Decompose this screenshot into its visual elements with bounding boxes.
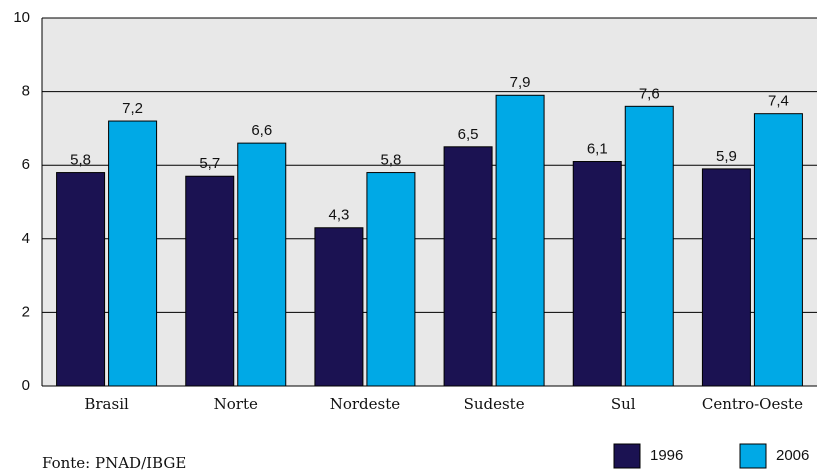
x-tick-label: Centro-Oeste — [702, 395, 803, 413]
plot-background — [42, 18, 817, 386]
data-label: 7,2 — [122, 100, 143, 117]
data-label: 5,9 — [716, 148, 737, 165]
x-tick-label: Brasil — [84, 395, 129, 413]
legend-label: 2006 — [776, 447, 809, 464]
bar — [495, 94, 545, 387]
y-tick-label: 6 — [22, 156, 30, 173]
bar — [443, 146, 493, 387]
y-tick-label: 4 — [22, 230, 30, 247]
bar — [108, 120, 158, 387]
data-label: 5,7 — [199, 155, 220, 172]
data-label: 6,5 — [458, 126, 479, 143]
bar — [366, 172, 416, 387]
data-label: 7,4 — [768, 93, 789, 110]
data-label: 7,9 — [510, 74, 531, 91]
x-tick-label: Sul — [611, 395, 636, 413]
bar — [237, 142, 287, 387]
legend-label: 1996 — [650, 447, 683, 464]
x-tick-label: Sudeste — [464, 395, 525, 413]
bar — [56, 172, 106, 387]
legend-swatch — [613, 443, 641, 469]
data-label: 4,3 — [328, 207, 349, 224]
data-label: 5,8 — [380, 152, 401, 169]
bar — [753, 113, 803, 387]
bar — [701, 168, 751, 387]
data-label: 7,6 — [639, 85, 660, 102]
y-tick-label: 0 — [22, 377, 30, 394]
bar — [185, 175, 235, 387]
data-label: 6,6 — [251, 122, 272, 139]
y-tick-label: 8 — [22, 83, 30, 100]
bar — [572, 161, 622, 387]
legend-swatch — [739, 443, 767, 469]
y-tick-label: 10 — [13, 9, 30, 26]
bar — [624, 105, 674, 387]
x-tick-label: Norte — [214, 395, 258, 413]
x-tick-label: Nordeste — [330, 395, 401, 413]
bar — [314, 227, 364, 387]
y-tick-label: 2 — [22, 303, 30, 320]
data-label: 6,1 — [587, 140, 608, 157]
data-label: 5,8 — [70, 152, 91, 169]
source-note: Fonte: PNAD/IBGE — [42, 454, 186, 471]
